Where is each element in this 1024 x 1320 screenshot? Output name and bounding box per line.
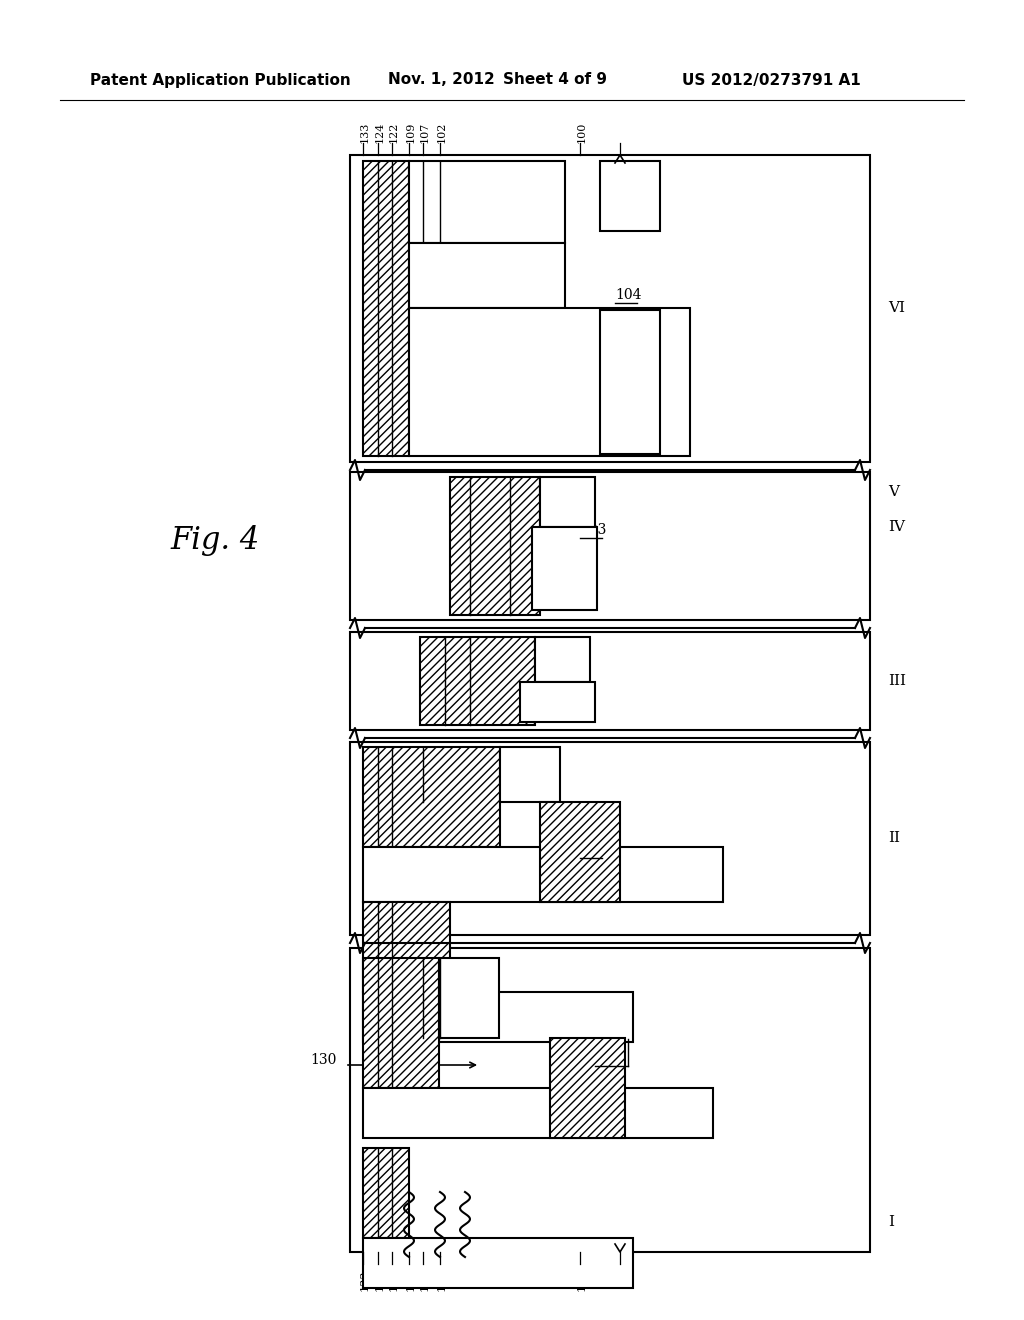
Bar bbox=[362, 747, 500, 847]
Bar bbox=[362, 847, 723, 902]
Bar bbox=[350, 154, 870, 462]
Bar bbox=[362, 1148, 409, 1238]
Bar bbox=[409, 308, 690, 455]
Bar bbox=[500, 747, 560, 803]
Bar bbox=[420, 638, 535, 725]
Text: 108: 108 bbox=[406, 1270, 416, 1291]
Text: IV: IV bbox=[888, 520, 905, 535]
Text: Patent Application Publication: Patent Application Publication bbox=[90, 73, 351, 87]
Bar bbox=[350, 742, 870, 935]
Text: I: I bbox=[888, 1214, 894, 1229]
Bar bbox=[532, 527, 597, 610]
Text: Nov. 1, 2012: Nov. 1, 2012 bbox=[388, 73, 495, 87]
Bar bbox=[362, 993, 633, 1041]
Text: 130: 130 bbox=[310, 1053, 336, 1067]
Text: III: III bbox=[888, 675, 906, 688]
Text: 133: 133 bbox=[360, 121, 370, 143]
Bar bbox=[362, 1088, 713, 1138]
Bar bbox=[362, 1238, 633, 1288]
Text: V: V bbox=[888, 484, 899, 499]
Text: 100: 100 bbox=[577, 1270, 587, 1291]
Text: 136: 136 bbox=[600, 1051, 627, 1065]
Bar bbox=[600, 310, 660, 454]
Text: 124: 124 bbox=[375, 1270, 385, 1291]
Text: Sheet 4 of 9: Sheet 4 of 9 bbox=[503, 73, 607, 87]
Text: Fig. 4: Fig. 4 bbox=[170, 524, 259, 556]
Text: 103: 103 bbox=[580, 523, 606, 537]
Bar bbox=[540, 803, 620, 902]
Text: 107: 107 bbox=[420, 121, 430, 143]
Text: US 2012/0273791 A1: US 2012/0273791 A1 bbox=[682, 73, 861, 87]
Bar bbox=[520, 682, 595, 722]
Text: 101: 101 bbox=[437, 1270, 447, 1291]
Bar bbox=[600, 161, 660, 231]
Bar bbox=[350, 632, 870, 730]
Bar bbox=[409, 243, 565, 308]
Bar bbox=[350, 473, 870, 620]
Bar bbox=[450, 477, 540, 615]
Bar bbox=[350, 948, 870, 1251]
Text: 102: 102 bbox=[437, 121, 447, 143]
Bar bbox=[540, 477, 595, 527]
Bar bbox=[362, 161, 409, 455]
Bar bbox=[362, 902, 450, 993]
Bar bbox=[439, 958, 499, 1038]
Text: 122: 122 bbox=[389, 1270, 399, 1291]
Text: 104: 104 bbox=[615, 288, 641, 302]
Bar bbox=[535, 638, 590, 682]
Text: 106: 106 bbox=[420, 1270, 430, 1291]
Bar bbox=[550, 1038, 625, 1138]
Text: 109: 109 bbox=[406, 121, 416, 143]
Text: 133: 133 bbox=[360, 1270, 370, 1291]
Text: 122: 122 bbox=[389, 121, 399, 143]
Text: 100: 100 bbox=[577, 121, 587, 143]
Text: II: II bbox=[888, 832, 900, 845]
Bar bbox=[362, 958, 439, 1088]
Bar bbox=[409, 161, 565, 243]
Text: 103: 103 bbox=[580, 843, 606, 857]
Text: 124: 124 bbox=[375, 121, 385, 143]
Text: VI: VI bbox=[888, 301, 905, 315]
